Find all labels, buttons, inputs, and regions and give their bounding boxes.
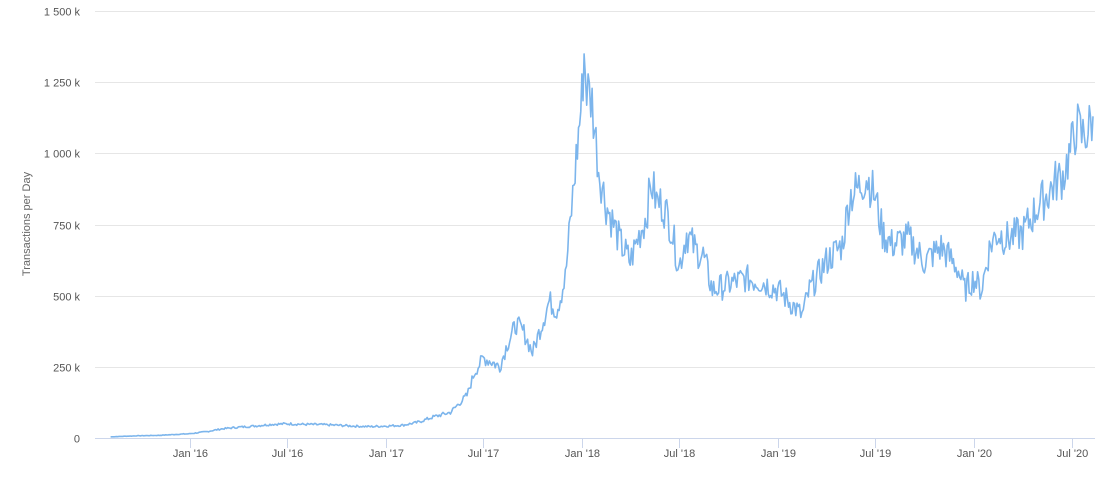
x-tick-label: Jul '16 <box>272 448 303 460</box>
x-tick-label: Jan '19 <box>761 448 796 460</box>
x-axis: Jan '16 Jul '16 Jan '17 Jul '17 Jan '18 Jul '… <box>95 438 1095 460</box>
y-tick-label: 1 000 k <box>44 149 81 161</box>
y-axis-tick-labels: 0 250 k 500 k 750 k 1 000 k 1 250 k 1 500 k <box>44 7 81 446</box>
grid-lines <box>95 11 1095 368</box>
x-tick-label: Jul '19 <box>860 448 891 460</box>
series-layer <box>110 53 1094 438</box>
y-tick-label: 1 250 k <box>44 78 81 90</box>
x-tick-label: Jan '17 <box>369 448 404 460</box>
y-tick-label: 250 k <box>53 363 80 375</box>
x-tick-label: Jan '20 <box>957 448 992 460</box>
y-tick-label: 0 <box>74 434 80 446</box>
y-tick-label: 750 k <box>53 221 80 233</box>
series-line <box>110 53 1094 438</box>
y-axis-title: Transactions per Day <box>21 171 33 276</box>
x-tick-label: Jan '18 <box>565 448 600 460</box>
x-tick-label: Jul '18 <box>664 448 695 460</box>
x-tick-label: Jul '17 <box>468 448 499 460</box>
y-tick-label: 1 500 k <box>44 7 81 19</box>
y-tick-label: 500 k <box>53 292 80 304</box>
x-tick-label: Jul '20 <box>1057 448 1088 460</box>
x-tick-label: Jan '16 <box>173 448 208 460</box>
